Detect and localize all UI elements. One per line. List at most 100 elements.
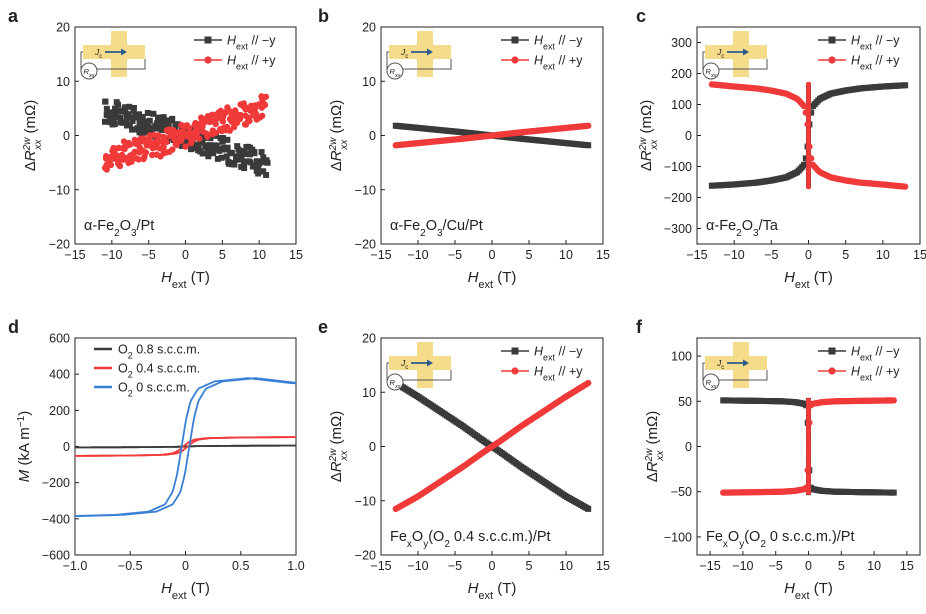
- panel-label-f: f: [636, 317, 643, 337]
- x-tick-label: −1.0: [63, 559, 88, 573]
- data-point-black: [126, 121, 133, 128]
- data-point-red: [116, 162, 124, 170]
- data-point-black: [243, 150, 250, 157]
- inset-resistor-circle: [386, 373, 404, 391]
- data-layer: [708, 81, 909, 190]
- y-tick-label: 20: [362, 332, 376, 346]
- data-point-red: [173, 141, 180, 149]
- data-point-red: [805, 180, 812, 186]
- inset-arrow-head: [743, 359, 749, 367]
- x-axis-label: Hext (T): [784, 580, 833, 602]
- legend-entry: Hext // −y: [851, 345, 900, 363]
- data-point-red: [805, 157, 812, 163]
- y-tick-label: −10: [355, 183, 376, 197]
- y-tick-label: −20: [49, 238, 70, 252]
- data-point-black: [223, 153, 230, 160]
- data-point-black: [808, 109, 815, 116]
- chart-panel-d: −1.0 −0.5 0 0.5 1.0 −600 −400 −200 0 200 400 600 Hex…: [16, 332, 305, 603]
- inset-arrow-head: [121, 48, 127, 56]
- data-point-red: [192, 119, 199, 127]
- y-tick-label: 20: [56, 21, 70, 35]
- data-point-black: [216, 147, 223, 154]
- chart-panel-c: −15 −10 −5 0 5 10 15 −300 −200 −100 0 100 200 300 Hext…: [638, 26, 926, 291]
- x-tick-label: 10: [252, 248, 266, 262]
- y-tick-label: −100: [664, 530, 692, 544]
- data-point-red: [805, 153, 812, 159]
- legend-entry: Hext // +y: [227, 54, 276, 72]
- y-tick-label: 0: [63, 440, 70, 454]
- data-point-red: [805, 119, 812, 125]
- data-point-black: [158, 126, 165, 133]
- x-tick-label: −0.5: [118, 559, 143, 573]
- inset-resistor-label: Rxx: [390, 378, 401, 390]
- y-tick-label: 10: [362, 386, 376, 400]
- data-point-black: [260, 159, 267, 166]
- data-point-black: [236, 150, 243, 157]
- data-point-black: [133, 114, 140, 121]
- device-inset: Jc Rxx: [386, 342, 452, 391]
- y-tick-label: 10: [362, 75, 376, 89]
- sample-label: α-Fe2O3/Pt: [84, 218, 154, 239]
- x-tick-label: −5: [142, 248, 156, 262]
- x-tick-label: 5: [838, 559, 845, 573]
- y-tick-label: 0: [369, 129, 376, 143]
- data-point-black: [213, 142, 220, 149]
- legend-marker-black: [828, 347, 836, 355]
- y-tick-label: −20: [355, 238, 376, 252]
- x-tick-label: −15: [700, 559, 721, 573]
- inset-current-label: Jc: [716, 358, 724, 371]
- data-point-black: [112, 113, 119, 120]
- data-point-red: [193, 129, 201, 137]
- data-point-red: [805, 112, 812, 118]
- device-inset: Jc Rxx: [702, 31, 768, 80]
- y-tick-label: 100: [671, 98, 692, 112]
- x-tick-label: −15: [370, 248, 391, 262]
- device-inset: Jc Rxx: [702, 342, 768, 391]
- y-tick-label: 300: [671, 36, 692, 50]
- y-tick-label: −10: [355, 494, 376, 508]
- data-point-red: [890, 397, 897, 404]
- y-tick-label: 200: [49, 404, 70, 418]
- y-tick-label: 0: [685, 129, 692, 143]
- data-point-black: [153, 120, 160, 127]
- data-point-black: [228, 149, 235, 156]
- x-tick-label: 10: [559, 248, 573, 262]
- y-tick-label: 0: [63, 129, 70, 143]
- x-tick-label: −15: [370, 559, 391, 573]
- y-tick-label: 10: [56, 75, 70, 89]
- data-layer: [392, 122, 592, 149]
- data-point-black: [174, 121, 181, 128]
- data-point-red: [901, 183, 909, 190]
- data-point-black: [102, 98, 109, 105]
- data-point-black: [144, 109, 151, 116]
- panel-label-c: c: [636, 6, 646, 26]
- data-point-black: [136, 120, 143, 127]
- x-tick-label: −10: [724, 248, 745, 262]
- data-point-black: [103, 105, 110, 112]
- data-point-red: [245, 114, 252, 121]
- legend-marker-black: [511, 347, 519, 355]
- data-point-red: [805, 134, 812, 140]
- inset-resistor-label: Rxx: [390, 67, 401, 79]
- chart-panel-b: −15 −10 −5 0 5 10 15 −20 −10 0 10 20 Hext (T) ΔR2wxx …: [328, 21, 610, 292]
- y-tick-label: −200: [664, 191, 692, 205]
- data-point-black: [110, 109, 117, 116]
- series-line-blue-down: [75, 377, 296, 517]
- x-tick-label: 10: [559, 559, 573, 573]
- data-point-black: [242, 158, 249, 165]
- legend-entry: Hext // +y: [851, 54, 900, 72]
- y-axis-label: ΔR2wxx (mΩ): [328, 100, 350, 172]
- x-tick-label: 5: [219, 248, 226, 262]
- data-point-black: [202, 142, 209, 149]
- legend-entry: Hext // +y: [534, 365, 583, 383]
- data-point-black: [129, 114, 136, 121]
- x-tick-label: 10: [867, 559, 881, 573]
- data-point-black: [118, 108, 125, 115]
- data-point-red: [805, 96, 812, 103]
- panel-label-a: a: [8, 6, 19, 26]
- x-tick-label: 0: [182, 248, 189, 262]
- x-tick-label: −15: [64, 248, 85, 262]
- data-point-red: [212, 120, 219, 128]
- data-point-black: [224, 144, 231, 151]
